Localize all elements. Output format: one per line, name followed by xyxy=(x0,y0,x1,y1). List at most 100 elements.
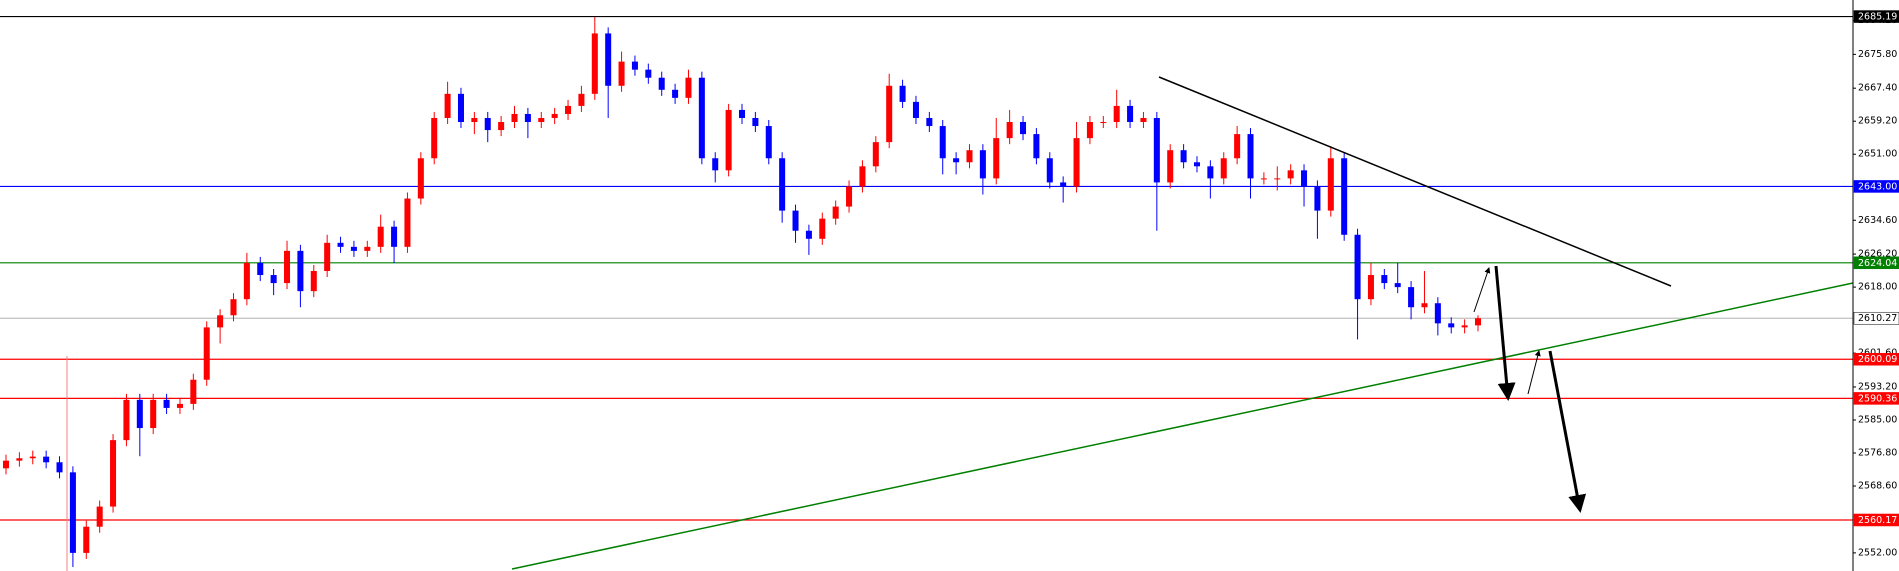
candle-body xyxy=(1461,325,1468,328)
candle-body xyxy=(846,186,853,207)
candle-body xyxy=(123,399,130,441)
candle-body xyxy=(1113,105,1120,123)
candle-body xyxy=(1060,182,1067,187)
candle-body xyxy=(832,206,839,219)
candle-body xyxy=(1100,122,1107,124)
candle-body xyxy=(29,456,36,459)
candle-body xyxy=(404,198,411,247)
arrow xyxy=(1473,267,1491,313)
candle-body xyxy=(1474,318,1482,326)
candle-body xyxy=(712,158,719,171)
candle-body xyxy=(1046,158,1053,183)
candle-body xyxy=(16,458,23,461)
level-label-box xyxy=(1853,10,1899,23)
y-tick-label: 2552.00 xyxy=(1858,547,1897,558)
candle-body xyxy=(1073,138,1080,187)
candle-body xyxy=(872,142,879,167)
trend-line xyxy=(1158,76,1672,287)
candle-body xyxy=(230,299,237,316)
candle-body xyxy=(1207,166,1214,179)
candle-body xyxy=(779,158,786,211)
candle-body xyxy=(658,77,665,90)
candle-body xyxy=(337,242,344,247)
candle-body xyxy=(1140,117,1147,123)
level-label: 2560.17 xyxy=(1858,515,1897,526)
candle-body xyxy=(859,166,866,187)
y-tick-label: 2593.20 xyxy=(1858,381,1897,392)
candle-body xyxy=(150,399,157,429)
candle-body xyxy=(886,85,893,143)
candle-body xyxy=(1247,134,1254,179)
candle-body xyxy=(1408,287,1415,308)
candle-body xyxy=(511,113,518,123)
candle-body xyxy=(243,262,250,300)
candle-body xyxy=(631,61,638,70)
candle-body xyxy=(1421,303,1428,308)
level-label-box xyxy=(1853,352,1899,366)
candle-body xyxy=(498,122,505,131)
candle-body xyxy=(738,109,746,118)
candle-body xyxy=(1314,186,1321,211)
level-label: 2643.00 xyxy=(1858,181,1897,192)
candle-body xyxy=(1033,134,1040,159)
candle-body xyxy=(444,93,451,118)
candle-body xyxy=(324,242,331,272)
level-label: 2685.19 xyxy=(1858,12,1897,23)
level-label: 2610.27 xyxy=(1858,313,1897,324)
arrow xyxy=(1548,350,1587,513)
candle-body xyxy=(1274,178,1281,180)
candle-body xyxy=(899,85,906,102)
y-tick-label: 2618.00 xyxy=(1858,282,1897,293)
level-label-box xyxy=(1853,392,1899,405)
price-axis: 2684.202675.802667.402659.202651.002634.… xyxy=(1852,0,1899,571)
candle-body xyxy=(591,33,598,94)
candle-body xyxy=(391,226,398,247)
drawings xyxy=(66,76,1854,571)
candle-body xyxy=(765,126,772,159)
candle-body xyxy=(725,109,732,171)
candle-body xyxy=(1260,178,1267,180)
candle-body xyxy=(672,89,679,98)
candle-body xyxy=(538,117,545,123)
candle-body xyxy=(1086,122,1093,139)
y-tick-label: 2634.60 xyxy=(1858,215,1897,226)
candle-body xyxy=(1448,323,1455,328)
candle-body xyxy=(1220,158,1227,179)
candle-body xyxy=(377,226,384,247)
candle-body xyxy=(1301,170,1308,187)
level-label: 2624.04 xyxy=(1858,258,1897,269)
candle-body xyxy=(350,246,357,251)
candle-body xyxy=(83,526,90,553)
candle-body xyxy=(270,275,277,284)
candle-body xyxy=(939,126,946,159)
candle-body xyxy=(1327,158,1334,211)
y-tick-label: 2568.60 xyxy=(1858,481,1897,492)
candle-body xyxy=(805,230,812,239)
candle-body xyxy=(565,105,572,114)
candle-body xyxy=(43,456,50,463)
y-tick-label: 2667.40 xyxy=(1858,83,1897,94)
candle-body xyxy=(110,440,117,507)
candle-body xyxy=(190,379,197,404)
candle-body xyxy=(2,460,10,469)
candle-body xyxy=(364,246,371,251)
candle-body xyxy=(431,117,438,159)
candle-body xyxy=(203,327,210,380)
candle-body xyxy=(1193,162,1200,167)
candle-body xyxy=(284,250,291,284)
level-label-box xyxy=(1853,180,1899,193)
level-label-box xyxy=(1853,513,1899,527)
candle-body xyxy=(1287,170,1294,179)
candle-body xyxy=(217,315,224,328)
candle-body xyxy=(257,262,264,276)
trend-line xyxy=(511,282,1854,570)
candle-body xyxy=(524,113,531,123)
candle-body xyxy=(979,150,986,179)
candle-body xyxy=(645,69,652,78)
candle-body xyxy=(457,93,464,123)
candle-body xyxy=(578,93,585,106)
candle-body xyxy=(1153,117,1160,183)
candle-body xyxy=(1367,275,1374,300)
y-tick-label: 2626.20 xyxy=(1858,249,1897,260)
candle-body xyxy=(176,403,183,408)
